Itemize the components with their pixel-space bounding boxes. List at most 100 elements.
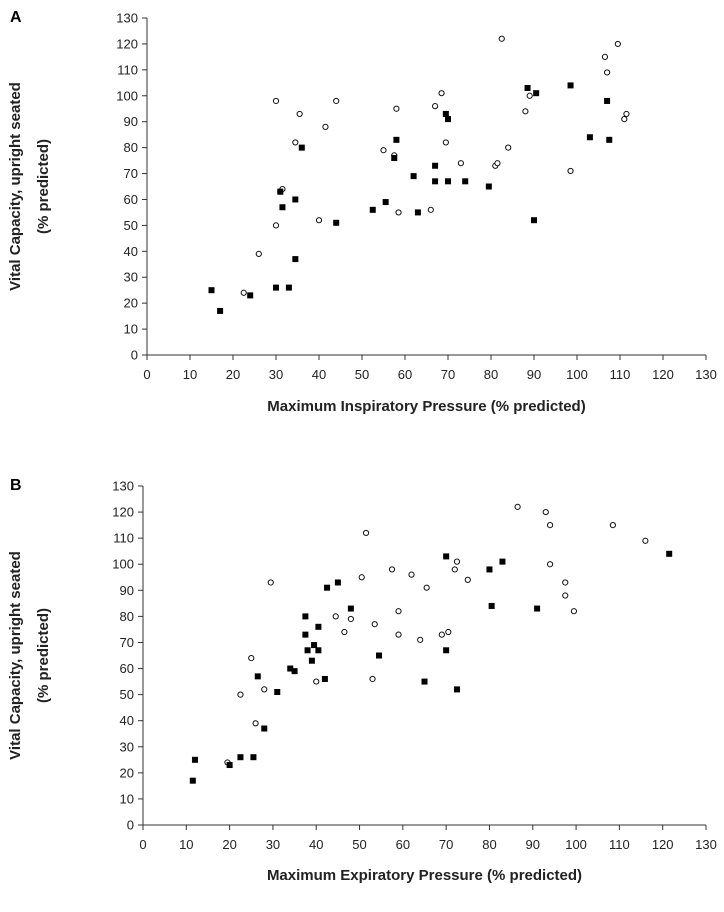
y-tick-label: 130 — [116, 11, 138, 26]
x-tick-label: 110 — [610, 367, 631, 382]
data-point-filled-square — [376, 652, 383, 659]
data-point-filled-square — [254, 673, 261, 680]
y-tick-label: 40 — [120, 713, 134, 728]
x-tick-label: 40 — [312, 367, 326, 382]
y-tick-label: 110 — [117, 62, 138, 77]
x-tick-label: 130 — [695, 837, 717, 852]
panel-letter: A — [10, 9, 22, 26]
data-point-filled-square — [302, 631, 309, 638]
y-tick-label: 60 — [120, 661, 134, 676]
data-point-filled-square — [567, 82, 574, 89]
data-point-open-circle — [393, 105, 400, 112]
x-tick-label: 120 — [652, 367, 674, 382]
x-tick-label: 70 — [441, 367, 455, 382]
y-tick-label: 20 — [124, 296, 138, 311]
x-tick-label: 0 — [139, 837, 146, 852]
data-point-filled-square — [237, 754, 244, 761]
data-point-open-circle — [601, 53, 609, 60]
data-point-filled-square — [315, 647, 322, 654]
y-tick-label: 80 — [120, 609, 134, 624]
data-point-filled-square — [445, 178, 451, 185]
y-tick-label: 30 — [124, 270, 138, 285]
data-point-filled-square — [486, 566, 493, 573]
data-point-filled-square — [533, 90, 540, 97]
data-point-filled-square — [499, 558, 506, 565]
data-point-open-circle — [570, 608, 578, 615]
data-point-open-circle — [423, 584, 430, 591]
data-point-filled-square — [432, 178, 439, 185]
y-tick-label: 70 — [120, 635, 134, 650]
data-point-open-circle — [505, 144, 512, 151]
data-point-open-circle — [255, 250, 262, 257]
data-point-open-circle — [438, 90, 445, 97]
data-point-open-circle — [494, 160, 501, 167]
data-point-filled-square — [217, 307, 224, 314]
x-tick-label: 30 — [269, 367, 283, 382]
data-point-open-circle — [621, 116, 628, 123]
data-point-filled-square — [369, 206, 376, 213]
panel-a: A 0 10 20 30 40 50 60 70 80 90 100 110 120 130 0 10 20 30 4… — [7, 9, 717, 415]
data-point-open-circle — [296, 110, 303, 118]
data-point-open-circle — [267, 579, 274, 586]
data-point-open-circle — [252, 720, 259, 727]
y-tick-label: 50 — [124, 218, 138, 233]
y-tick-label: 0 — [131, 348, 138, 363]
data-point-filled-square — [208, 287, 215, 294]
x-tick-label: 20 — [222, 837, 236, 852]
data-point-filled-square — [250, 754, 257, 761]
data-point-open-circle — [609, 522, 616, 529]
panel-b: B 0 10 20 30 40 50 60 70 80 90 100 110 120 130 0 10 20 30 4… — [7, 477, 717, 884]
y-tick-label: 60 — [124, 192, 138, 207]
data-point-filled-square — [226, 762, 233, 769]
data-point-open-circle — [642, 537, 649, 544]
data-point-open-circle — [347, 615, 354, 623]
data-point-open-circle — [395, 608, 402, 615]
data-point-filled-square — [189, 777, 196, 784]
data-point-filled-square — [443, 647, 450, 654]
data-point-open-circle — [562, 592, 569, 599]
data-point-open-circle — [332, 613, 339, 620]
data-point-open-circle — [451, 566, 458, 573]
data-point-filled-square — [432, 162, 439, 169]
data-point-open-circle — [358, 574, 365, 581]
data-point-open-circle — [408, 571, 415, 578]
data-point-open-circle — [315, 217, 323, 224]
data-point-open-circle — [369, 675, 376, 683]
data-point-open-circle — [604, 69, 611, 76]
data-point-open-circle — [614, 40, 621, 48]
data-point-filled-square — [292, 256, 299, 263]
data-point-open-circle — [261, 686, 268, 693]
y-tick-label: 90 — [124, 114, 138, 129]
data-point-open-circle — [514, 503, 521, 510]
x-tick-label: 110 — [609, 837, 630, 852]
data-point-open-circle — [546, 522, 554, 529]
data-point-filled-square — [391, 154, 398, 161]
data-point-filled-square — [298, 144, 305, 151]
x-tick-label: 70 — [439, 837, 453, 852]
data-point-filled-square — [333, 219, 340, 226]
data-point-open-circle — [526, 92, 533, 99]
data-point-open-circle — [453, 558, 461, 565]
data-point-filled-square — [445, 116, 451, 123]
data-point-open-circle — [388, 566, 396, 573]
data-point-open-circle — [417, 636, 424, 643]
x-tick-label: 100 — [565, 837, 587, 852]
data-point-open-circle — [272, 97, 280, 105]
data-point-filled-square — [311, 642, 318, 649]
data-point-filled-square — [321, 675, 328, 682]
data-point-filled-square — [191, 756, 198, 763]
data-point-filled-square — [604, 97, 611, 104]
data-point-filled-square — [287, 665, 294, 672]
y-tick-label: 0 — [127, 818, 134, 833]
x-tick-label: 120 — [652, 837, 674, 852]
data-point-open-circle — [380, 147, 387, 154]
data-point-filled-square — [393, 136, 400, 143]
data-point-filled-square — [247, 292, 254, 299]
data-point-filled-square — [302, 613, 309, 620]
data-point-filled-square — [442, 110, 449, 117]
y-tick-label: 100 — [112, 557, 134, 572]
x-tick-label: 90 — [526, 837, 540, 852]
y-tick-label: 20 — [120, 765, 134, 780]
data-point-open-circle — [292, 139, 299, 146]
x-tick-label: 40 — [309, 837, 323, 852]
